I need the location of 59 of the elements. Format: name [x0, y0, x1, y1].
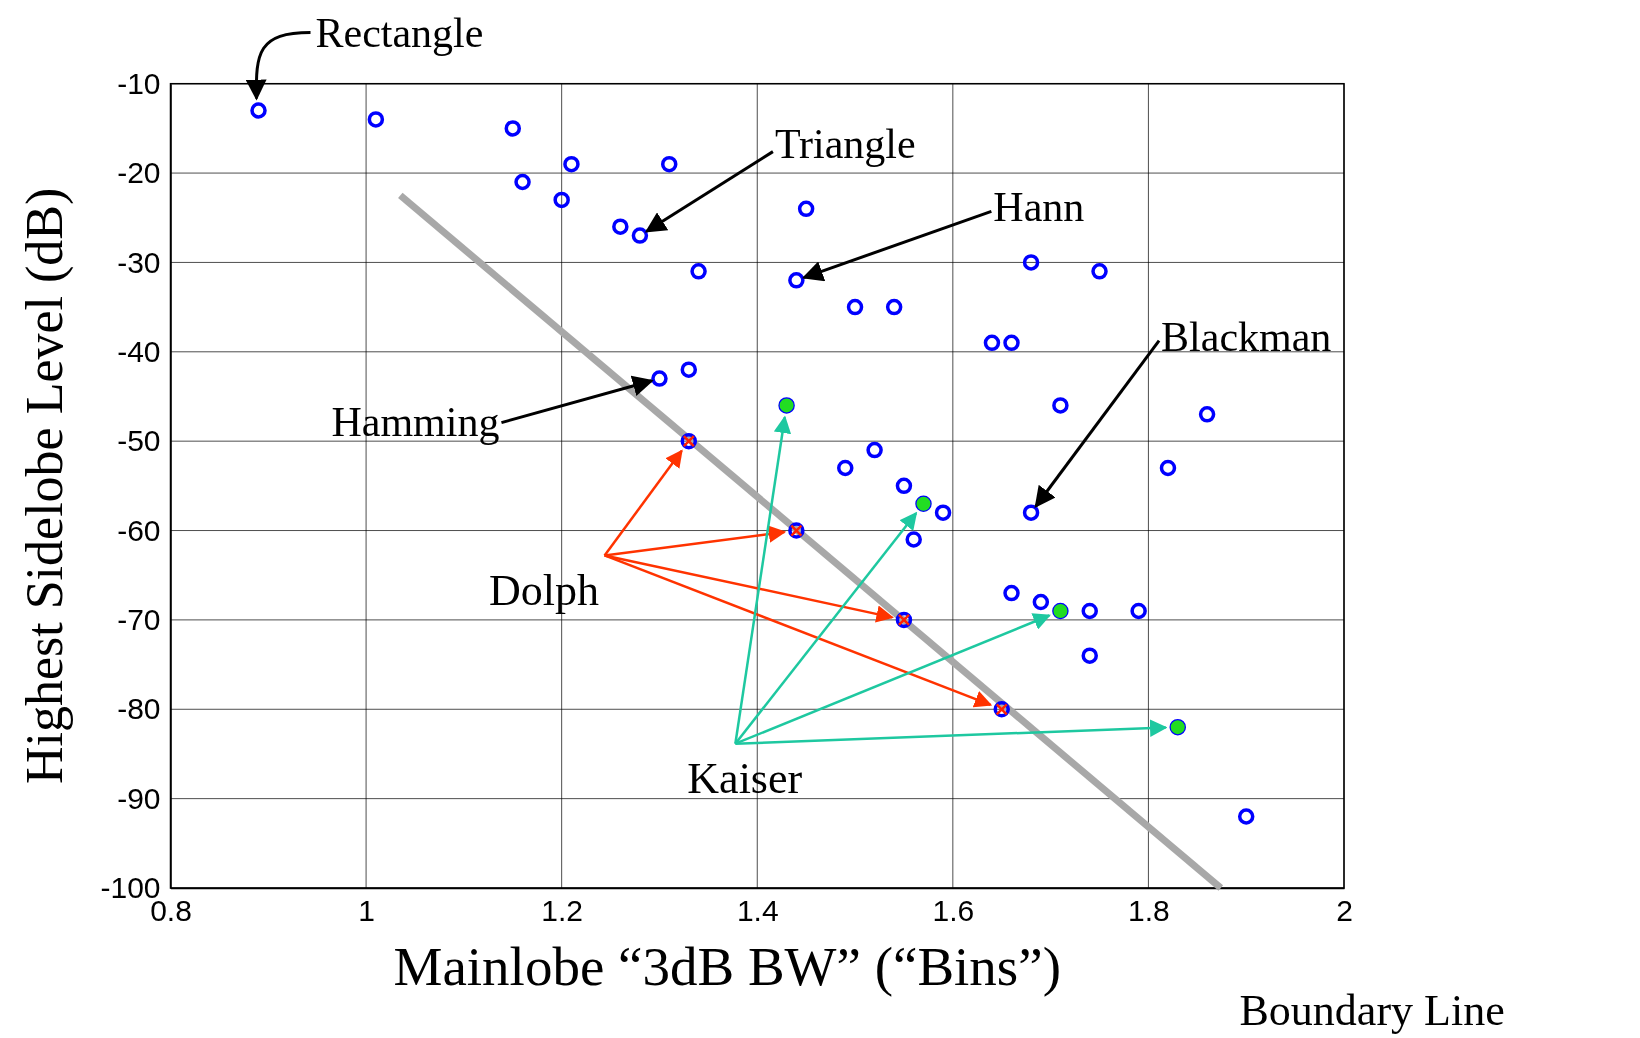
y-tick-label: -30: [117, 245, 161, 279]
x-tick-label: 1: [358, 894, 375, 928]
text: Kaiser: [687, 753, 803, 803]
y-tick-label: -70: [117, 603, 161, 636]
point: [612, 218, 629, 235]
point: [1003, 334, 1020, 352]
x-tick-label: 1.2: [541, 894, 584, 928]
annotation: Rectangle: [315, 9, 484, 56]
point: [250, 102, 267, 119]
annotation: Hann: [993, 184, 1085, 231]
x-tick-label: 2: [1336, 894, 1353, 928]
point: [895, 477, 913, 495]
point: [934, 504, 952, 521]
point: [690, 263, 707, 280]
point: [660, 155, 678, 173]
point: [983, 334, 1001, 352]
x-tick-label: 1.8: [1128, 894, 1170, 928]
x-axis-title: Mainlobe “3dB BW” (“Bins”): [393, 936, 1061, 997]
point: [504, 120, 522, 137]
y-tick-label: -40: [117, 334, 161, 368]
point: [631, 227, 649, 244]
x-tick-label: 1.4: [736, 894, 779, 928]
point: [514, 173, 531, 191]
point: [797, 200, 815, 218]
point: [885, 298, 903, 316]
y-tick-label: -20: [117, 156, 161, 190]
point: [1022, 504, 1040, 521]
point: [1003, 584, 1020, 602]
point: [905, 531, 922, 548]
point: [680, 361, 698, 378]
point: [866, 441, 883, 459]
y-tick-label: -60: [117, 513, 161, 547]
point: [563, 155, 580, 173]
point: [1159, 459, 1177, 477]
point: [1022, 254, 1040, 271]
point: [846, 298, 864, 316]
annotation: Triangle: [774, 120, 916, 167]
x-tick-label: 1.6: [932, 894, 975, 928]
point: [1052, 397, 1069, 414]
text: Boundary Line: [1239, 986, 1505, 1036]
point: [1032, 593, 1050, 611]
y-axis-title: Highest Sidelobe Level (dB): [16, 187, 74, 785]
y-tick-label: -90: [117, 781, 161, 815]
point: [651, 370, 668, 387]
point: [1198, 406, 1216, 423]
point: [1130, 602, 1147, 620]
y-tick-label: -10: [117, 66, 161, 100]
point: [1237, 808, 1255, 825]
point: [1081, 647, 1098, 664]
y-tick-label: -80: [117, 692, 161, 726]
point: [1081, 602, 1098, 620]
point: [1091, 263, 1108, 280]
y-tick-label: -50: [117, 424, 161, 458]
point: [837, 459, 854, 477]
point: [788, 272, 805, 289]
annotation: Hamming: [331, 398, 500, 445]
point: [367, 111, 385, 128]
point: [553, 191, 570, 209]
annotation: Blackman: [1161, 313, 1332, 360]
